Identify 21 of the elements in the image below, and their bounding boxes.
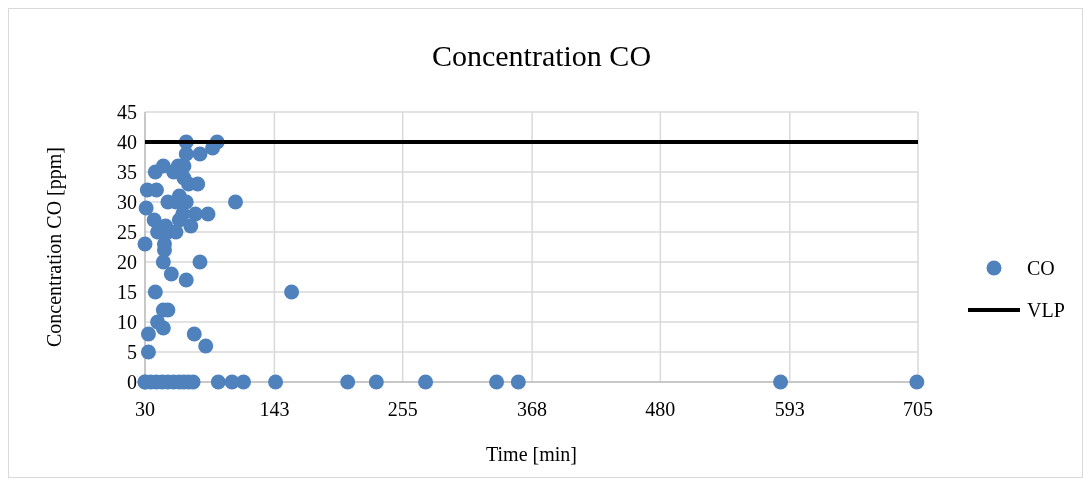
x-tick-label: 705 (903, 398, 933, 420)
x-tick-label: 143 (259, 398, 290, 420)
y-tick-label: 15 (117, 281, 137, 303)
x-tick-label: 593 (774, 398, 805, 420)
legend-label: CO (1027, 257, 1055, 279)
chart-title: Concentration CO (431, 39, 652, 72)
y-tick-label: 5 (127, 341, 137, 363)
y-axis-title: Concentration CO [ppm] (43, 147, 66, 347)
x-tick-label: 480 (645, 398, 676, 420)
y-tick-label: 10 (117, 311, 137, 333)
y-tick-label: 35 (117, 161, 137, 183)
y-tick-label: 25 (117, 221, 137, 243)
x-axis-title: Time [min] (486, 443, 577, 465)
y-tick-label: 30 (117, 191, 137, 213)
legend-label: VLP (1027, 299, 1065, 321)
y-tick-label: 20 (117, 251, 137, 273)
y-tick-label: 0 (127, 371, 137, 393)
y-tick-label: 45 (117, 101, 137, 123)
y-tick-label: 40 (117, 131, 137, 153)
x-tick-label: 368 (517, 398, 548, 420)
x-tick-label: 255 (387, 398, 418, 420)
